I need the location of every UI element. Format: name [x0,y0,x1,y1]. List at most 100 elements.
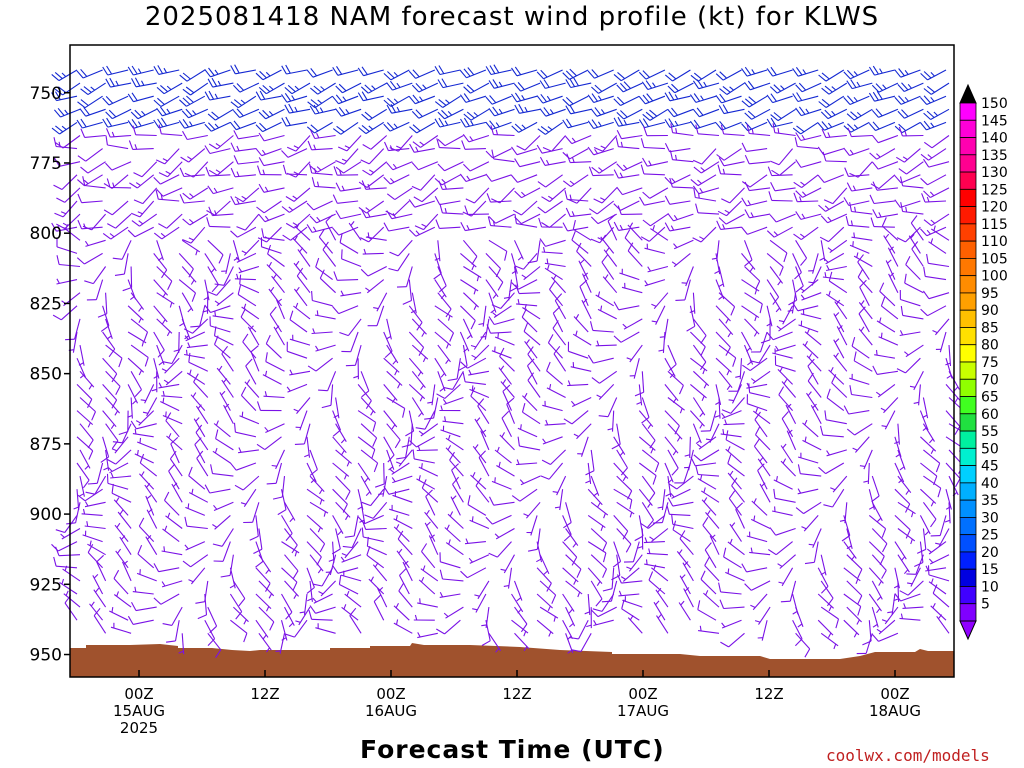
barb-shaft [262,69,282,81]
barb-feather [795,507,804,515]
barb-shaft [164,357,180,374]
barb-shaft [488,266,504,283]
barb-half-feather [393,98,399,103]
wind-barb [79,397,97,421]
barb-feather [619,82,628,91]
barb-shaft [620,69,640,82]
wind-barb [130,318,149,342]
wind-barb [79,106,106,117]
barb-half-feather [597,237,603,241]
barb-half-feather [264,426,269,432]
barb-shaft [488,632,502,652]
barb-feather [872,91,879,101]
barb-half-feather [700,95,704,101]
barb-feather [211,77,218,87]
barb-half-feather [852,185,856,191]
barb-shaft [545,174,563,188]
barb-shaft [771,199,793,202]
barb-shaft [751,108,771,120]
barb-feather [358,206,367,214]
wind-barb [871,108,899,118]
barb-shaft [338,305,359,315]
barb-shaft [56,246,78,254]
barb-half-feather [264,215,270,221]
wind-barb [689,292,696,314]
barb-shaft [737,371,746,392]
barb-feather [721,198,731,204]
barb-half-feather [217,80,222,86]
barb-shaft [902,185,924,189]
wind-barb [340,290,362,297]
barb-shaft [700,226,717,243]
wind-barb [178,633,185,655]
wind-barb [102,95,129,106]
barb-shaft [678,602,691,621]
barb-shaft [265,108,285,120]
wind-barb [133,161,158,178]
wind-barb [332,436,347,456]
wind-barb [333,166,359,176]
barb-half-feather [596,340,600,346]
barb-shaft [795,240,808,259]
wind-barb [433,253,442,280]
barb-shaft [573,316,589,333]
barb-shaft [823,174,845,184]
wind-barb [674,462,691,484]
barb-shaft [383,410,398,428]
barb-half-feather [184,335,189,340]
barb-half-feather [554,506,561,509]
barb-shaft [513,266,519,288]
barb-feather [371,449,376,459]
barb-shaft [824,121,845,131]
wind-barb [255,567,271,592]
barb-shaft [312,299,333,307]
barb-shaft [389,121,410,132]
barb-feather [414,225,424,231]
barb-shaft [697,69,717,82]
barb-half-feather [543,570,548,575]
wind-barb [820,606,840,629]
barb-feather [478,450,486,458]
barb-shaft [647,265,669,273]
barb-shaft [223,404,234,424]
barb-half-feather [138,317,142,324]
wind-barb [539,238,566,247]
wind-barb [584,593,591,615]
barb-feather [373,462,379,473]
barb-shaft [314,185,336,189]
barb-half-feather [135,420,142,424]
barb-shaft [729,187,745,204]
barb-half-feather [61,125,67,131]
wind-barb [874,349,895,359]
barb-feather [692,108,700,118]
wind-barb [365,279,385,294]
barb-half-feather [600,109,605,114]
wind-barb [793,174,819,189]
barb-shaft [442,95,461,108]
barb-feather [109,77,115,87]
barb-half-feather [430,534,435,539]
wind-barb [373,594,385,621]
barb-half-feather [189,121,193,127]
barb-feather [366,536,369,547]
barb-shaft [76,410,94,426]
wind-barb [766,66,793,77]
barb-half-feather [827,122,833,128]
wind-barb [741,121,768,132]
barb-half-feather [929,191,935,197]
barb-feather [602,552,607,563]
wind-barb [843,567,861,584]
barb-feather [335,94,343,103]
barb-shaft [565,554,582,570]
barb-feather [894,593,902,602]
barb-half-feather [422,565,426,571]
barb-shaft [876,148,896,160]
barb-shaft [778,318,796,332]
barb-shaft [287,148,308,158]
barb-shaft [469,554,490,564]
barb-feather [617,96,625,105]
wind-barb [307,140,333,151]
barb-shaft [162,414,183,425]
barb-half-feather [655,600,660,606]
barb-feather [182,238,192,244]
